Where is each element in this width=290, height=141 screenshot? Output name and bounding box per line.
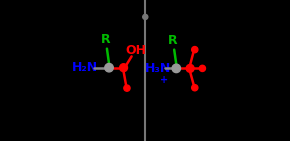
Circle shape (105, 63, 113, 72)
Circle shape (192, 47, 198, 53)
Circle shape (143, 14, 148, 19)
Circle shape (124, 85, 130, 91)
Circle shape (172, 64, 181, 73)
Circle shape (199, 65, 206, 71)
Circle shape (119, 64, 128, 72)
Text: R: R (168, 34, 178, 47)
Text: H₂N: H₂N (72, 61, 98, 74)
Text: +: + (160, 75, 168, 85)
Text: OH: OH (125, 44, 146, 57)
Circle shape (186, 64, 194, 72)
Text: H₃N: H₃N (145, 62, 171, 75)
Circle shape (192, 85, 198, 91)
Text: R: R (101, 33, 110, 46)
